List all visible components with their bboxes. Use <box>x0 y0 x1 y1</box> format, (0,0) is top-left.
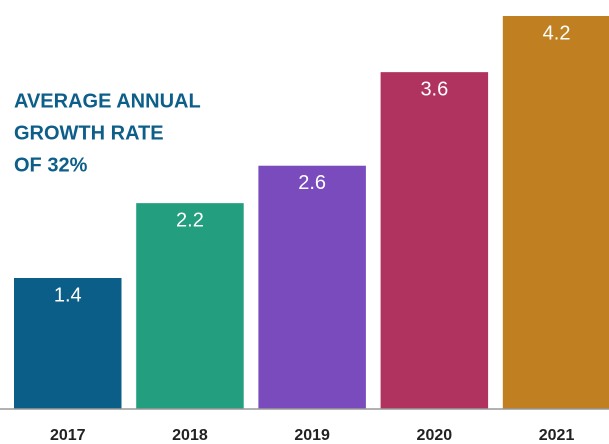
value-label: 4.2 <box>543 22 571 44</box>
bar <box>502 16 609 409</box>
bar <box>258 165 366 409</box>
annotation: OF 32% <box>14 154 88 176</box>
value-label: 2.2 <box>176 209 204 231</box>
value-label: 1.4 <box>54 284 82 306</box>
x-tick-label: 2019 <box>294 427 330 444</box>
value-label: 3.6 <box>420 78 448 100</box>
bar <box>380 72 489 410</box>
x-tick-label: 2020 <box>417 427 453 444</box>
bar <box>14 278 122 409</box>
annotation: AVERAGE ANNUAL <box>14 90 201 112</box>
x-tick-label: 2018 <box>172 427 208 444</box>
annotation: GROWTH RATE <box>14 122 164 144</box>
x-tick-label: 2021 <box>539 427 575 444</box>
x-tick-label: 2017 <box>50 427 86 444</box>
bar <box>136 203 244 409</box>
value-label: 2.6 <box>298 172 326 194</box>
